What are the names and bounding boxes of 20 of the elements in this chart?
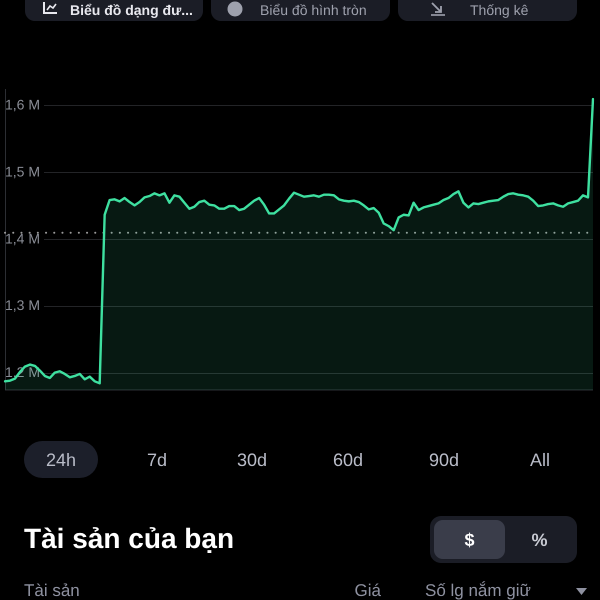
period-button[interactable]: 30d — [215, 441, 289, 478]
tab-button[interactable]: Biểu đồ dạng đư... — [25, 0, 203, 21]
y-tick-label: 1,4 M — [5, 230, 40, 246]
text: Số lg nắm giữ — [425, 581, 531, 600]
period-button[interactable]: 24h — [24, 441, 98, 478]
toggle-button[interactable]: % — [506, 520, 573, 559]
period-button[interactable]: 7d — [120, 441, 194, 478]
period-button[interactable]: 60d — [311, 441, 385, 478]
y-tick-label: 1,6 M — [5, 96, 40, 113]
period-button[interactable]: 90d — [407, 441, 481, 478]
text: Giá — [354, 581, 381, 600]
y-tick-label: 1,3 M — [5, 297, 40, 314]
tab-button[interactable]: Biểu đồ hình tròn — [211, 0, 390, 21]
text: Tài sản — [24, 581, 80, 600]
tab-button[interactable]: Thống kê — [398, 0, 577, 21]
text: Tài sản của bạn — [24, 523, 234, 554]
period-button[interactable]: All — [503, 441, 577, 478]
toggle-button[interactable]: $ — [434, 520, 505, 559]
toggle-switch[interactable]: $ % — [430, 516, 577, 563]
y-tick-label: 1,5 M — [5, 163, 40, 180]
